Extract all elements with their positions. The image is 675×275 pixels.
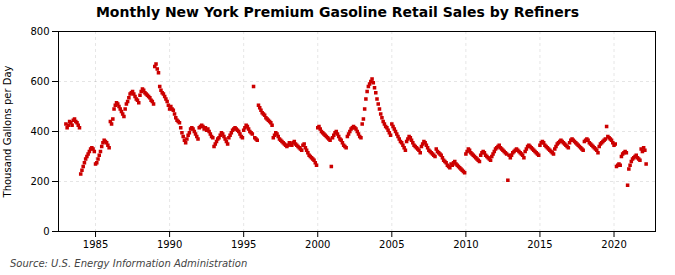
svg-text:400: 400 xyxy=(30,126,49,137)
svg-text:2000: 2000 xyxy=(305,239,330,250)
svg-text:800: 800 xyxy=(30,26,49,37)
html-text:Monthly New York Premium Gasol: Monthly New York Premium Gasoline Retail… xyxy=(95,4,580,20)
svg-text:2005: 2005 xyxy=(379,239,404,250)
svg-text:2015: 2015 xyxy=(527,239,552,250)
svg-text:0: 0 xyxy=(43,226,49,237)
html-text:Source: U.S. Energy Informatio: Source: U.S. Energy Information Administ… xyxy=(10,258,248,269)
svg-text:200: 200 xyxy=(30,176,49,187)
svg-text:2010: 2010 xyxy=(453,239,478,250)
svg-text:1995: 1995 xyxy=(231,239,256,250)
svg-text:600: 600 xyxy=(30,76,49,87)
svg-text:1990: 1990 xyxy=(157,239,182,250)
svg-text:2020: 2020 xyxy=(601,239,626,250)
svg-text:1985: 1985 xyxy=(83,239,108,250)
svg-text:Thousand Gallons per Day: Thousand Gallons per Day xyxy=(2,65,13,198)
